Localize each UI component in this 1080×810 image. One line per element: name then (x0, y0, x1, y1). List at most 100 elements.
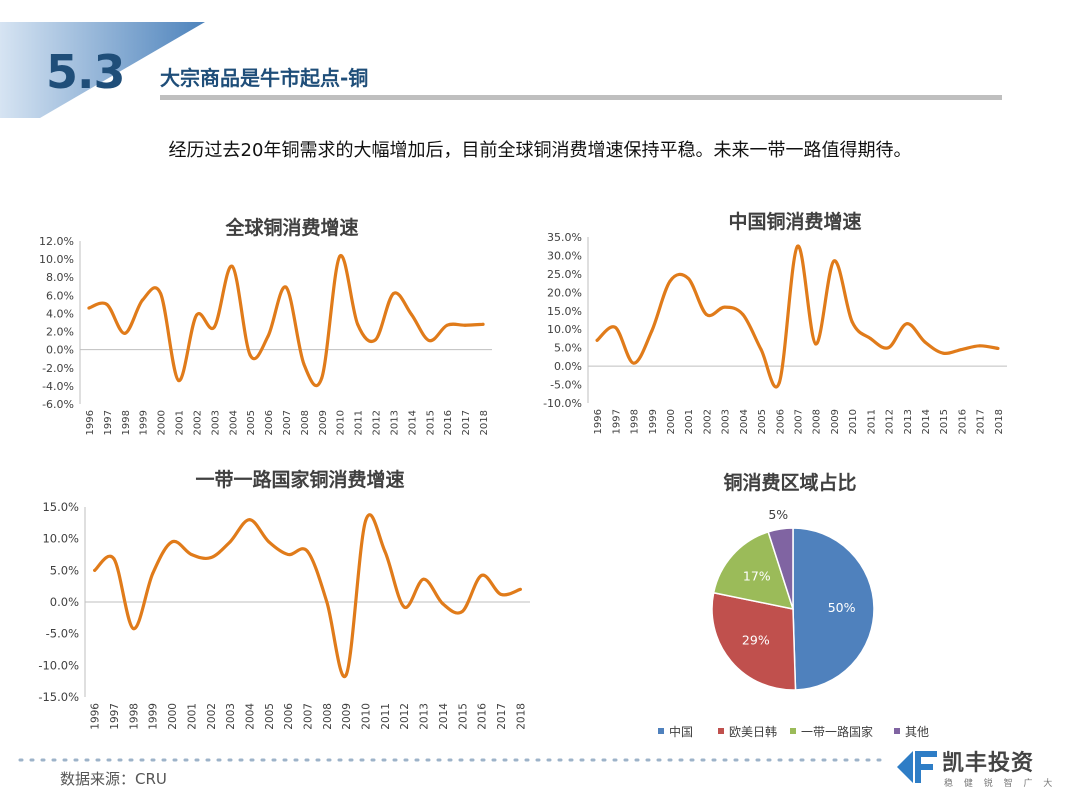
x-tick-label: 2013 (903, 409, 914, 434)
data-point-2007 (796, 244, 799, 248)
y-tick-label: 25.0% (547, 268, 582, 281)
y-tick-label: 0.0% (554, 360, 582, 373)
data-point-2016 (959, 348, 963, 352)
x-tick-label: 1997 (611, 409, 622, 434)
y-tick-label: 2.0% (46, 326, 74, 339)
chart-region-share-pie: 50% 29% 17% 5% 中国 欧美日韩 一带一路国家 其他 (658, 507, 929, 739)
data-point-2008 (302, 362, 306, 366)
x-tick-label: 2010 (361, 703, 373, 730)
data-point-2018 (481, 322, 485, 326)
x-tick-label: 2017 (496, 703, 508, 730)
x-tick-label: 2010 (848, 409, 859, 434)
data-point-2005 (248, 353, 252, 357)
data-point-1999 (151, 572, 155, 575)
data-point-2000 (159, 292, 163, 296)
pie-data-label: 5% (768, 507, 788, 522)
legend-swatch (790, 728, 796, 734)
data-point-2004 (741, 312, 745, 316)
x-tick-label: 1998 (121, 410, 132, 435)
x-tick-label: 2002 (206, 703, 218, 730)
data-point-2000 (170, 540, 174, 544)
data-point-2015 (460, 610, 464, 613)
x-tick-label: 2007 (303, 703, 315, 730)
data-point-2004 (230, 264, 234, 268)
data-point-2001 (177, 378, 181, 382)
y-tick-label: 12.0% (39, 235, 74, 248)
data-point-1996 (93, 568, 97, 572)
data-point-2012 (887, 346, 891, 350)
x-tick-label: 2017 (461, 410, 472, 435)
x-tick-label: 2011 (354, 410, 365, 435)
y-tick-label: -10.0% (38, 658, 79, 672)
data-point-2012 (374, 338, 378, 342)
y-tick-label: 15.0% (42, 500, 79, 514)
x-tick-label: 2015 (939, 409, 950, 434)
chart-belt-road-copper-growth: 15.0% 10.0% 5.0% 0.0% -5.0% -10.0% -15.0% 1996 1… (38, 500, 530, 730)
y-tick-label: 20.0% (547, 286, 582, 299)
data-point-1997 (112, 557, 116, 561)
data-point-2017 (463, 323, 467, 327)
y-tick-label: 30.0% (547, 249, 582, 262)
x-tick-label: 2000 (167, 703, 179, 730)
data-point-2008 (814, 342, 818, 346)
y-tick-label: -4.0% (42, 380, 74, 393)
series-line (93, 513, 522, 679)
data-point-2005 (759, 348, 763, 352)
y-tick-label: 6.0% (46, 289, 74, 302)
x-tick-label: 2010 (336, 410, 347, 435)
y-tick-label: -5.0% (46, 627, 79, 641)
x-tick-label: 2001 (175, 410, 186, 435)
data-point-2018 (996, 346, 1000, 350)
x-tick-label: 2007 (794, 409, 805, 434)
x-tick-label: 2004 (244, 703, 256, 730)
data-point-2006 (266, 334, 270, 338)
data-point-2003 (228, 540, 232, 544)
data-point-2010 (364, 519, 368, 523)
chart-global-copper-growth: 12.0% 10.0% 8.0% 6.0% 4.0% 2.0% 0.0% -2.0% -4.0%… (39, 235, 492, 435)
x-tick-label: 2004 (739, 409, 750, 434)
section-number: 5.3 (46, 45, 125, 99)
x-tick-label: 2009 (341, 703, 353, 730)
x-tick-label: 1996 (90, 703, 102, 730)
data-point-2009 (832, 259, 836, 263)
data-point-1999 (141, 298, 145, 302)
x-tick-label: 2006 (775, 409, 786, 434)
x-tick-label: 2018 (994, 409, 1005, 434)
x-tick-label: 2007 (282, 410, 293, 435)
chart1-title: 全球铜消费增速 (225, 217, 359, 239)
x-tick-label: 2004 (228, 410, 239, 435)
footer-dotted-rule (18, 758, 882, 762)
data-point-2001 (686, 276, 690, 280)
data-point-1997 (105, 302, 109, 306)
legend-label: 中国 (669, 724, 693, 739)
data-point-2002 (194, 313, 198, 317)
data-point-2016 (445, 323, 449, 327)
y-tick-label: 8.0% (46, 271, 74, 284)
x-tick-label: 2009 (318, 410, 329, 435)
data-point-1996 (595, 338, 599, 342)
legend-label: 一带一路国家 (801, 724, 873, 739)
data-point-1998 (123, 331, 127, 335)
x-tick-label: 2016 (957, 409, 968, 434)
x-tick-label: 2009 (830, 409, 841, 434)
data-point-1999 (650, 329, 654, 333)
legend-swatch (718, 728, 724, 734)
data-point-1998 (131, 627, 135, 631)
data-point-2015 (941, 351, 945, 355)
x-tick-label: 2016 (477, 703, 489, 730)
data-point-2005 (267, 540, 271, 544)
data-point-1996 (87, 306, 91, 310)
x-tick-label: 2014 (438, 703, 450, 730)
data-point-2002 (209, 556, 213, 560)
data-point-2013 (422, 577, 426, 581)
legend-swatch (658, 728, 664, 734)
y-tick-label: -5.0% (550, 379, 582, 392)
y-tick-label: 10.0% (39, 253, 74, 266)
logo-icon (897, 751, 937, 783)
data-point-2011 (356, 322, 360, 326)
x-tick-label: 1996 (85, 410, 96, 435)
data-point-2011 (383, 549, 387, 553)
page-subtitle: 经历过去20年铜需求的大幅增加后，目前全球铜消费增速保持平稳。未来一带一路值得期… (168, 140, 912, 161)
x-tick-label: 2015 (425, 410, 436, 435)
x-tick-label: 2012 (399, 703, 411, 730)
